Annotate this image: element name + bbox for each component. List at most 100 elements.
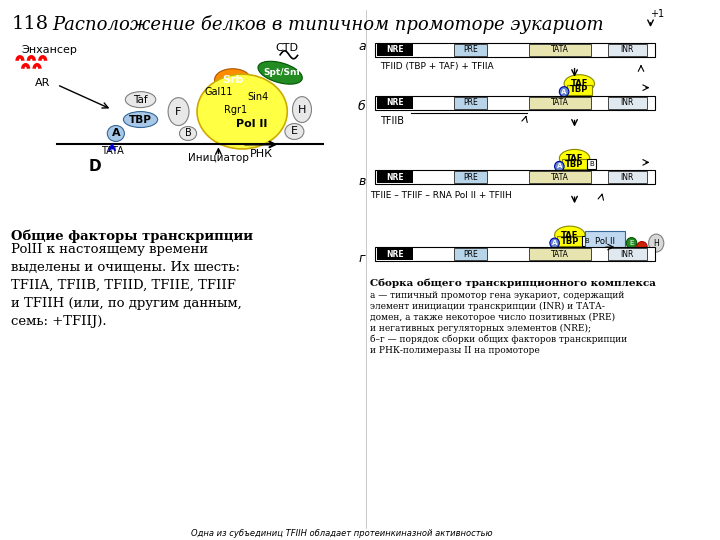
Ellipse shape <box>123 112 158 127</box>
FancyBboxPatch shape <box>562 159 587 170</box>
Text: TBP: TBP <box>565 160 584 169</box>
Text: TFIIE – TFIIF – RNA Pol II + TFIIH: TFIIE – TFIIF – RNA Pol II + TFIIH <box>370 191 512 200</box>
Text: B: B <box>589 161 594 167</box>
Text: D: D <box>89 159 102 174</box>
Text: и РНК-полимеразы II на промоторе: и РНК-полимеразы II на промоторе <box>370 346 540 355</box>
Text: TFIIB: TFIIB <box>380 116 404 126</box>
Text: Общие факторы транскрипции: Общие факторы транскрипции <box>12 229 253 242</box>
Text: H: H <box>653 239 659 247</box>
FancyBboxPatch shape <box>375 43 655 57</box>
Text: PRE: PRE <box>463 249 478 259</box>
Text: TAF: TAF <box>571 79 588 88</box>
FancyBboxPatch shape <box>608 44 647 56</box>
Text: TBP: TBP <box>129 114 152 125</box>
Text: и негативных регуляторных элементов (NRE);: и негативных регуляторных элементов (NRE… <box>370 324 591 333</box>
Text: A: A <box>552 240 557 246</box>
Text: Энхансер: Энхансер <box>21 45 77 55</box>
Text: 118: 118 <box>12 15 48 33</box>
FancyBboxPatch shape <box>608 248 647 260</box>
Text: INR: INR <box>621 98 634 107</box>
Text: TBP: TBP <box>570 85 588 94</box>
Text: TATA: TATA <box>551 98 569 107</box>
Ellipse shape <box>197 74 287 149</box>
Text: NRE: NRE <box>387 98 404 107</box>
Text: Расположение белков в типичном промоторе эукариот: Расположение белков в типичном промоторе… <box>53 15 604 34</box>
Text: TAF: TAF <box>566 154 583 163</box>
Text: б: б <box>358 100 366 113</box>
Ellipse shape <box>550 238 559 248</box>
Text: PRE: PRE <box>463 45 478 55</box>
FancyBboxPatch shape <box>582 236 592 246</box>
Ellipse shape <box>564 75 595 93</box>
Ellipse shape <box>554 161 564 171</box>
Text: +1: +1 <box>650 9 665 19</box>
Text: Сборка общего транскрипционного комплекса: Сборка общего транскрипционного комплекс… <box>370 279 656 288</box>
Text: NRE: NRE <box>387 45 404 55</box>
Text: B: B <box>585 238 589 244</box>
Text: Одна из субъединиц TFIIH обладает протеинкиназной активностью: Одна из субъединиц TFIIH обладает протеи… <box>191 529 492 538</box>
Ellipse shape <box>626 238 636 248</box>
FancyBboxPatch shape <box>529 248 591 260</box>
Ellipse shape <box>636 241 647 253</box>
Text: E: E <box>291 126 298 137</box>
FancyBboxPatch shape <box>375 170 655 184</box>
Text: Rgr1: Rgr1 <box>224 105 247 114</box>
Text: Gal11: Gal11 <box>204 86 233 97</box>
Text: элемент инициации транскрипции (INR) и ТАТА-: элемент инициации транскрипции (INR) и Т… <box>370 302 606 311</box>
Text: Spt/Snf: Spt/Snf <box>264 68 301 77</box>
Text: в: в <box>359 175 366 188</box>
FancyBboxPatch shape <box>587 159 596 170</box>
FancyBboxPatch shape <box>608 171 647 183</box>
Text: PRE: PRE <box>463 173 478 182</box>
FancyBboxPatch shape <box>377 97 413 109</box>
FancyBboxPatch shape <box>585 231 625 253</box>
Text: PolII к настоящему времени
выделены и очищены. Их шесть:
TFIIA, TFIIB, TFIID, TF: PolII к настоящему времени выделены и оч… <box>12 243 242 328</box>
Text: F: F <box>176 106 181 117</box>
Ellipse shape <box>258 61 302 84</box>
Ellipse shape <box>179 126 197 140</box>
Text: TAF: TAF <box>561 231 578 240</box>
FancyBboxPatch shape <box>454 248 487 260</box>
Text: NRE: NRE <box>387 173 404 182</box>
Text: Sin4: Sin4 <box>248 92 269 102</box>
Text: б–г — порядок сборки общих факторов транскрипции: б–г — порядок сборки общих факторов тран… <box>370 335 628 344</box>
FancyBboxPatch shape <box>529 171 591 183</box>
Text: Pol II: Pol II <box>595 237 615 246</box>
Ellipse shape <box>215 69 251 91</box>
Text: INR: INR <box>621 173 634 182</box>
Text: INR: INR <box>621 45 634 55</box>
FancyBboxPatch shape <box>377 248 413 260</box>
FancyBboxPatch shape <box>608 97 647 109</box>
FancyBboxPatch shape <box>377 44 413 56</box>
FancyBboxPatch shape <box>375 247 655 261</box>
Text: CTD: CTD <box>275 43 298 53</box>
FancyBboxPatch shape <box>557 236 582 246</box>
Text: E: E <box>629 240 634 246</box>
Text: B: B <box>184 129 192 138</box>
Text: TATA: TATA <box>101 146 123 157</box>
FancyBboxPatch shape <box>567 85 592 94</box>
FancyBboxPatch shape <box>454 171 487 183</box>
FancyBboxPatch shape <box>529 97 591 109</box>
FancyBboxPatch shape <box>529 44 591 56</box>
Text: Pol II: Pol II <box>236 118 267 129</box>
FancyBboxPatch shape <box>377 171 413 183</box>
Text: NRE: NRE <box>387 249 404 259</box>
Text: INR: INR <box>621 249 634 259</box>
FancyBboxPatch shape <box>454 44 487 56</box>
Ellipse shape <box>107 125 125 141</box>
Ellipse shape <box>559 86 569 97</box>
Text: TATA: TATA <box>551 173 569 182</box>
Text: A: A <box>557 164 562 170</box>
Ellipse shape <box>285 124 304 139</box>
Ellipse shape <box>168 98 189 125</box>
Text: A: A <box>562 89 567 94</box>
Text: TBP: TBP <box>561 237 579 246</box>
Text: TFIID (TBP + TAF) + TFIIA: TFIID (TBP + TAF) + TFIIA <box>380 62 493 71</box>
FancyBboxPatch shape <box>454 97 487 109</box>
Text: Taf: Taf <box>133 94 148 105</box>
Ellipse shape <box>125 92 156 107</box>
Text: домен, а также некоторое число позитивных (PRE): домен, а также некоторое число позитивны… <box>370 313 616 322</box>
Text: а: а <box>358 40 366 53</box>
Text: а — типичный промотор гена эукариот, содержащий: а — типичный промотор гена эукариот, сод… <box>370 291 625 300</box>
